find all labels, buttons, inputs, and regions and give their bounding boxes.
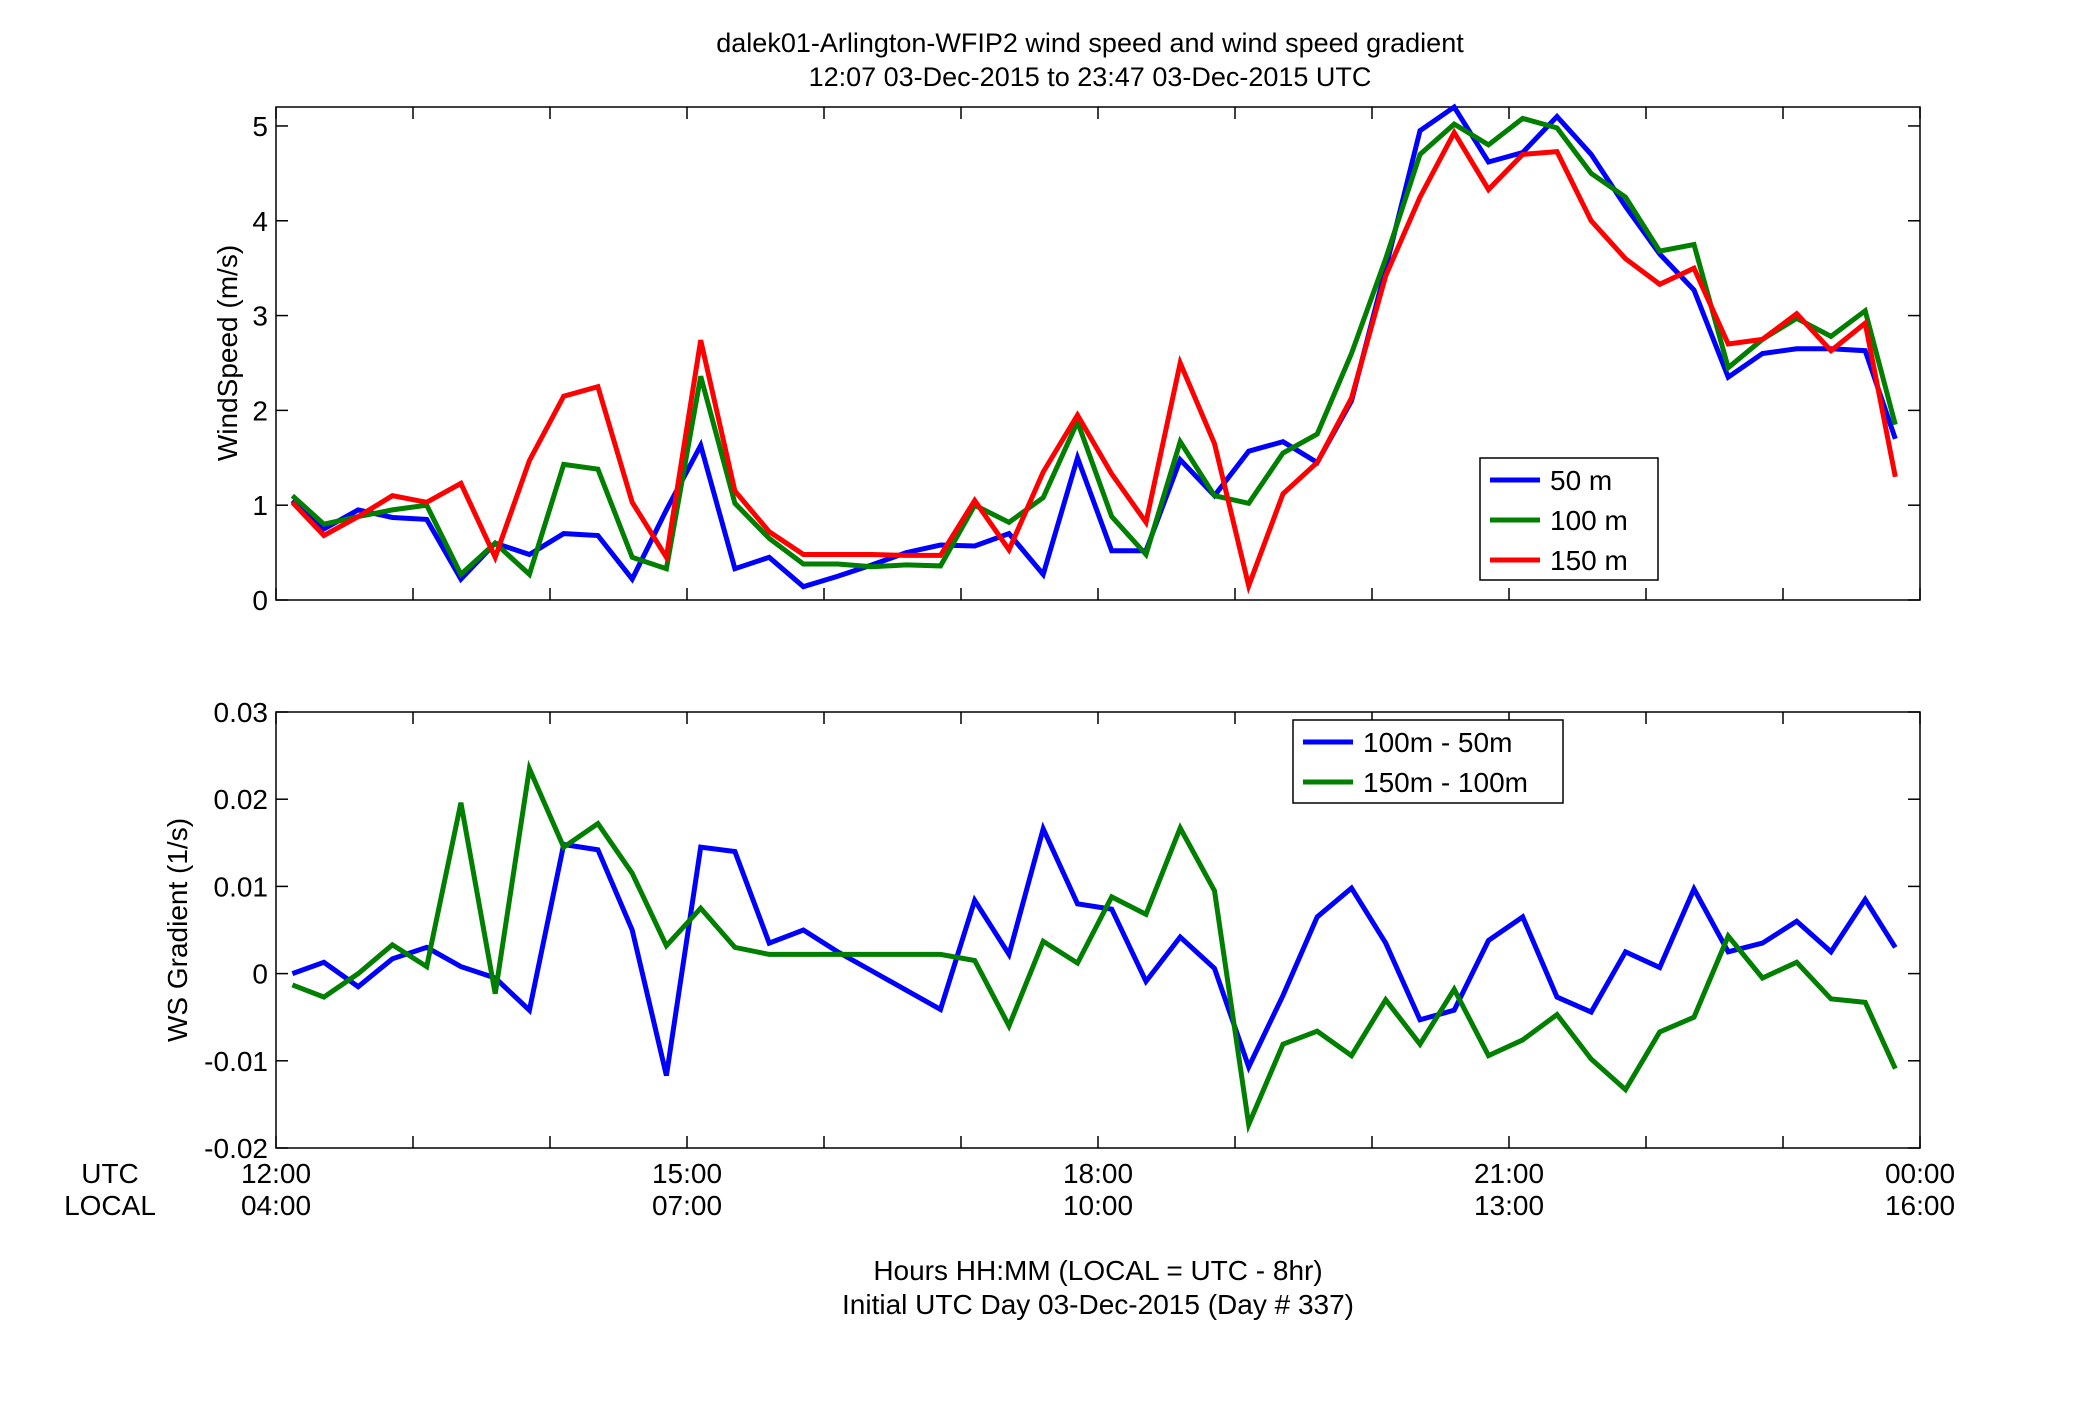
- gradient-y-axis-label: WS Gradient (1/s): [162, 818, 193, 1042]
- x-tick-label-local: 10:00: [1063, 1190, 1133, 1221]
- x-tick-label-local: 13:00: [1474, 1190, 1544, 1221]
- wind-speed-ytick-label: 0: [252, 585, 268, 616]
- gradient-ytick-label: 0.01: [214, 871, 269, 902]
- gradient-ytick-label: 0.03: [214, 697, 269, 728]
- gradient-panel: -0.02 -0.01 0 0.01 0.02 0.03 WS Gradient (1/s…: [162, 697, 1921, 1164]
- gradient-ytick-label: 0.02: [214, 784, 269, 815]
- wind-speed-legend-label: 150 m: [1550, 545, 1628, 576]
- gradient-legend-box: [1292, 719, 1564, 804]
- figure-title-line2: 12:07 03-Dec-2015 to 23:47 03-Dec-2015 U…: [809, 62, 1372, 92]
- gradient-series-line-2: [291, 759, 1898, 1134]
- x-tick-label-utc: 18:00: [1063, 1158, 1133, 1189]
- wind-speed-series-line-3: [290, 127, 1898, 595]
- gradient-legend-label: 100m - 50m: [1363, 727, 1512, 758]
- wind-speed-ytick-label: 4: [252, 206, 268, 237]
- wind-speed-ytick-label: 2: [252, 395, 268, 426]
- utc-row-label: UTC: [81, 1158, 139, 1189]
- x-tick-label-utc: 00:00: [1885, 1158, 1955, 1189]
- wind-speed-series-line-2: [290, 115, 1898, 579]
- gradient-ytick-label: -0.01: [204, 1046, 268, 1077]
- gradient-legend: 100m - 50m 150m - 100m: [1292, 719, 1564, 804]
- wind-speed-series-line-1: [290, 103, 1898, 590]
- x-tick-label-utc: 12:00: [241, 1158, 311, 1189]
- wind-speed-ytick-label: 1: [252, 490, 268, 521]
- wind-speed-legend-label: 100 m: [1550, 505, 1628, 536]
- wind-speed-legend-label: 50 m: [1550, 465, 1612, 496]
- wind-speed-panel: 0 1 2 3 4 5 WindSpeed (m/s) 50 m 100 m 150 m: [212, 103, 1921, 616]
- x-tick-label-local: 16:00: [1885, 1190, 1955, 1221]
- x-axis-label-line1: Hours HH:MM (LOCAL = UTC - 8hr): [873, 1255, 1322, 1286]
- x-tick-label-local: 04:00: [241, 1190, 311, 1221]
- x-tick-label-utc: 21:00: [1474, 1158, 1544, 1189]
- figure-title-line1: dalek01-Arlington-WFIP2 wind speed and w…: [716, 28, 1464, 58]
- gradient-ytick-label: 0: [252, 959, 268, 990]
- gradient-series-line-1: [291, 821, 1898, 1077]
- wind-speed-y-axis-label: WindSpeed (m/s): [212, 245, 243, 461]
- local-row-label: LOCAL: [64, 1190, 156, 1221]
- gradient-ytick-label: -0.02: [204, 1133, 268, 1164]
- gradient-legend-label: 150m - 100m: [1363, 767, 1528, 798]
- x-axis-label-line2: Initial UTC Day 03-Dec-2015 (Day # 337): [842, 1289, 1354, 1320]
- wind-speed-ytick-label: 3: [252, 301, 268, 332]
- wind-speed-ytick-label: 5: [252, 111, 268, 142]
- x-tick-label-local: 07:00: [652, 1190, 722, 1221]
- x-tick-label-utc: 15:00: [652, 1158, 722, 1189]
- wind-speed-legend: 50 m 100 m 150 m: [1479, 457, 1659, 581]
